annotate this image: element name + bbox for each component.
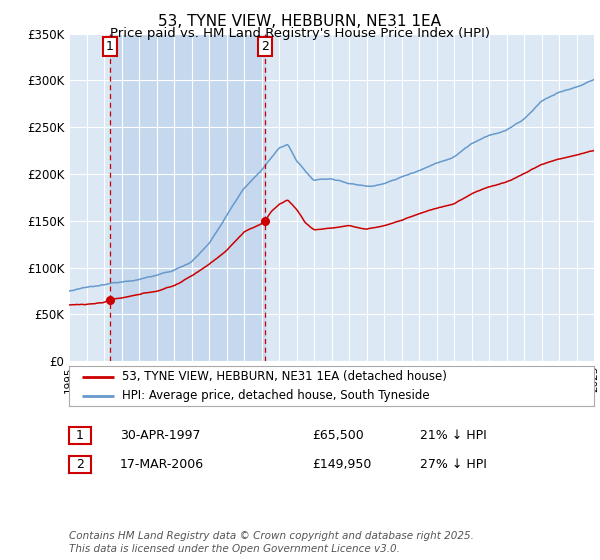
Text: 30-APR-1997: 30-APR-1997 (120, 429, 200, 442)
Text: 2: 2 (76, 458, 84, 472)
Text: HPI: Average price, detached house, South Tyneside: HPI: Average price, detached house, Sout… (121, 389, 429, 403)
Text: 27% ↓ HPI: 27% ↓ HPI (420, 458, 487, 472)
Text: 53, TYNE VIEW, HEBBURN, NE31 1EA (detached house): 53, TYNE VIEW, HEBBURN, NE31 1EA (detach… (121, 371, 446, 384)
Text: 1: 1 (106, 40, 114, 53)
Bar (110, 34, 265, 361)
Text: 2: 2 (261, 40, 269, 53)
Text: 21% ↓ HPI: 21% ↓ HPI (420, 429, 487, 442)
Text: 53, TYNE VIEW, HEBBURN, NE31 1EA: 53, TYNE VIEW, HEBBURN, NE31 1EA (158, 14, 442, 29)
Text: £149,950: £149,950 (312, 458, 371, 472)
Text: £65,500: £65,500 (312, 429, 364, 442)
Text: Contains HM Land Registry data © Crown copyright and database right 2025.
This d: Contains HM Land Registry data © Crown c… (69, 531, 474, 554)
Text: Price paid vs. HM Land Registry's House Price Index (HPI): Price paid vs. HM Land Registry's House … (110, 27, 490, 40)
Text: 17-MAR-2006: 17-MAR-2006 (120, 458, 204, 472)
Text: 1: 1 (76, 429, 84, 442)
